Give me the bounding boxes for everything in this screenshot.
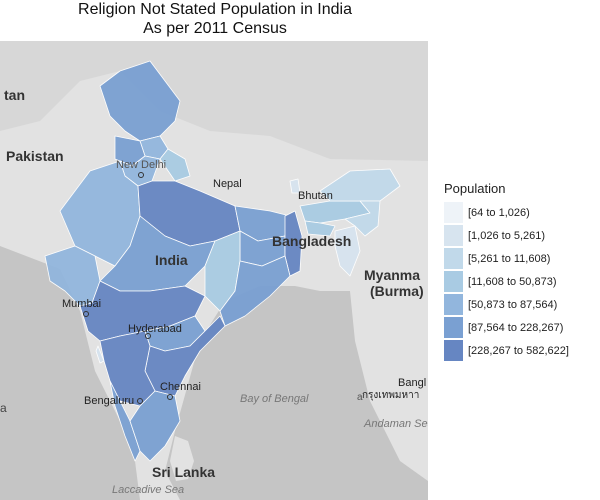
legend-swatch [444,340,463,361]
state-odisha[interactable] [219,255,291,327]
myanmar-label-2: (Burma) [370,283,424,299]
legend-item[interactable]: [87,564 to 228,267) [444,316,594,339]
legend-label: [5,261 to 11,608) [468,252,551,265]
left-edge-label: a [0,401,7,415]
legend-item[interactable]: [5,261 to 11,608) [444,247,594,270]
legend-title: Population [444,181,506,196]
legend-label: [11,608 to 50,873) [468,275,557,288]
bangkok-label: Bangl [398,377,426,389]
hyderabad-marker [145,333,151,339]
choropleth-map[interactable]: tan Pakistan New Delhi Nepal Bhutan Bang… [0,41,428,500]
state-meghalaya[interactable] [304,220,336,237]
state-mizoram-tripura[interactable] [334,225,361,277]
bay-of-bengal-label: Bay of Bengal [240,393,309,405]
nepal-label: Nepal [213,178,242,190]
map-title: Religion Not Stated Population in India … [0,0,430,38]
hyderabad-label: Hyderabad [128,323,182,335]
mumbai-marker [83,311,89,317]
bhutan-label: Bhutan [298,190,333,202]
state-west-bengal[interactable] [284,210,303,277]
state-goa[interactable] [95,345,105,364]
legend-label: [50,873 to 87,564) [468,298,558,311]
legend-item[interactable]: [50,873 to 87,564) [444,293,594,316]
legend-swatch [444,294,463,315]
terrain-shading [0,41,428,161]
sri-lanka-land [170,436,194,481]
new-delhi-label: New Delhi [116,159,166,171]
mumbai-label: Mumbai [62,298,101,310]
legend-label: [1,026 to 5,261) [468,229,546,242]
state-sikkim[interactable] [289,178,301,194]
bangladesh-label: Bangladesh [272,233,351,249]
afghanistan-label: tan [4,87,25,103]
state-tamil-nadu[interactable] [129,390,181,462]
state-kerala[interactable] [109,380,141,462]
legend-label: [64 to 1,026) [468,206,530,219]
small-label: a [357,392,363,403]
andaman-sea-label: Andaman Sea [363,418,428,430]
legend-swatch [444,317,463,338]
state-arunachal[interactable] [319,168,401,202]
legend-swatch [444,271,463,292]
new-delhi-marker [138,172,144,178]
legend-item[interactable]: [228,267 to 582,622] [444,339,594,362]
bangkok-thai-label: กรุงเทพมหาา [362,390,419,401]
legend-swatch [444,248,463,269]
arabian-sea [0,246,140,500]
myanmar-label-1: Myanma [364,267,420,283]
legend-swatch [444,202,463,223]
legend-label: [228,267 to 582,622] [468,344,569,357]
bengaluru-marker [137,398,143,404]
bengaluru-label: Bengaluru [84,395,134,407]
india-label: India [155,252,188,268]
state-uttarakhand[interactable] [159,148,191,182]
legend: Population [64 to 1,026) [1,026 to 5,261)… [444,181,594,362]
legend-item[interactable]: [1,026 to 5,261) [444,224,594,247]
bay-of-bengal-water [165,286,428,500]
laccadive-sea-label: Laccadive Sea [112,484,184,496]
chennai-marker [167,394,173,400]
legend-items: [64 to 1,026) [1,026 to 5,261) [5,261 to 1… [444,201,594,362]
pakistan-label: Pakistan [6,148,64,164]
legend-item[interactable]: [11,608 to 50,873) [444,270,594,293]
chennai-label: Chennai [160,381,201,393]
legend-swatch [444,225,463,246]
state-jammu-kashmir[interactable] [99,60,181,142]
state-nagaland-manipur[interactable] [344,200,381,237]
legend-item[interactable]: [64 to 1,026) [444,201,594,224]
legend-label: [87,564 to 228,267) [468,321,564,334]
sri-lanka-label: Sri Lanka [152,464,215,480]
title-line-2: As per 2011 Census [143,20,287,37]
title-line-1: Religion Not Stated Population in India [78,1,352,18]
